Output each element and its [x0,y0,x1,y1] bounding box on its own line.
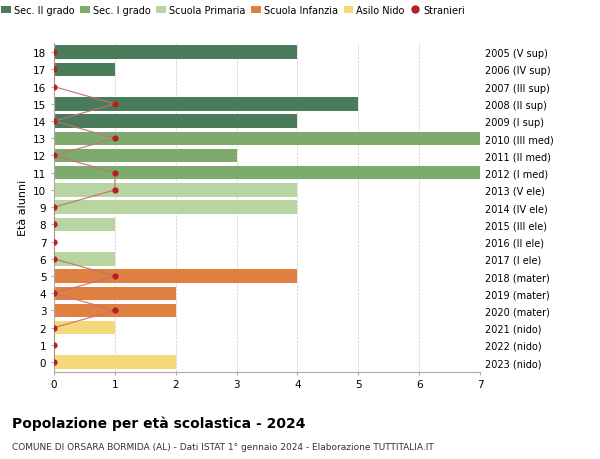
Bar [54,132,480,146]
Bar [54,167,480,180]
Bar [54,304,176,318]
Text: Popolazione per età scolastica - 2024: Popolazione per età scolastica - 2024 [12,415,305,430]
Text: COMUNE DI ORSARA BORMIDA (AL) - Dati ISTAT 1° gennaio 2024 - Elaborazione TUTTIT: COMUNE DI ORSARA BORMIDA (AL) - Dati IST… [12,442,434,451]
Bar [54,218,115,232]
Bar [54,356,176,369]
Bar [54,201,298,214]
Bar [54,115,298,129]
Bar [54,63,115,77]
Bar [54,252,115,266]
Bar [54,184,298,197]
Y-axis label: Età alunni: Età alunni [17,179,28,236]
Bar [54,321,115,335]
Bar [54,150,236,163]
Bar [54,46,298,60]
Bar [54,98,358,111]
Bar [54,287,176,300]
Legend: Sec. II grado, Sec. I grado, Scuola Primaria, Scuola Infanzia, Asilo Nido, Stran: Sec. II grado, Sec. I grado, Scuola Prim… [1,6,465,16]
Bar [54,270,298,283]
